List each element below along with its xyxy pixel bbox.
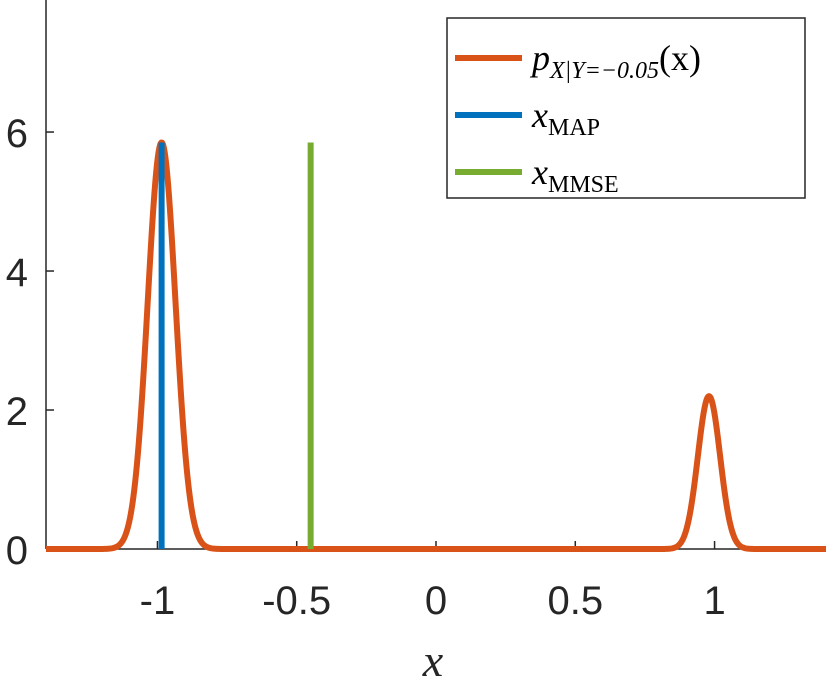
legend-entry-posterior: pX|Y=−0.05(x) <box>529 38 701 84</box>
plot-area <box>43 139 829 552</box>
x-tick-label: 0.5 <box>547 579 603 623</box>
y-tick-label: 2 <box>6 390 28 434</box>
legend-box <box>446 17 806 199</box>
x-tick-label: -1 <box>140 579 176 623</box>
legend-entry-mmse: xMMSE <box>531 152 619 198</box>
y-tick-label: 0 <box>6 529 28 573</box>
legend: pX|Y=−0.05(x) xMAP xMMSE <box>446 17 806 199</box>
legend-entry-map: xMAP <box>531 95 600 141</box>
x-axis-label: x <box>422 635 444 682</box>
x-tick-label: 0 <box>425 579 447 623</box>
series-posterior-curve <box>43 139 829 552</box>
y-tick-label: 6 <box>6 112 28 156</box>
tick-labels: -1 -0.5 0 0.5 1 0 2 4 6 <box>6 112 726 623</box>
x-tick-label: -0.5 <box>262 579 331 623</box>
y-tick-label: 4 <box>6 251 28 295</box>
x-tick-label: 1 <box>703 579 725 623</box>
